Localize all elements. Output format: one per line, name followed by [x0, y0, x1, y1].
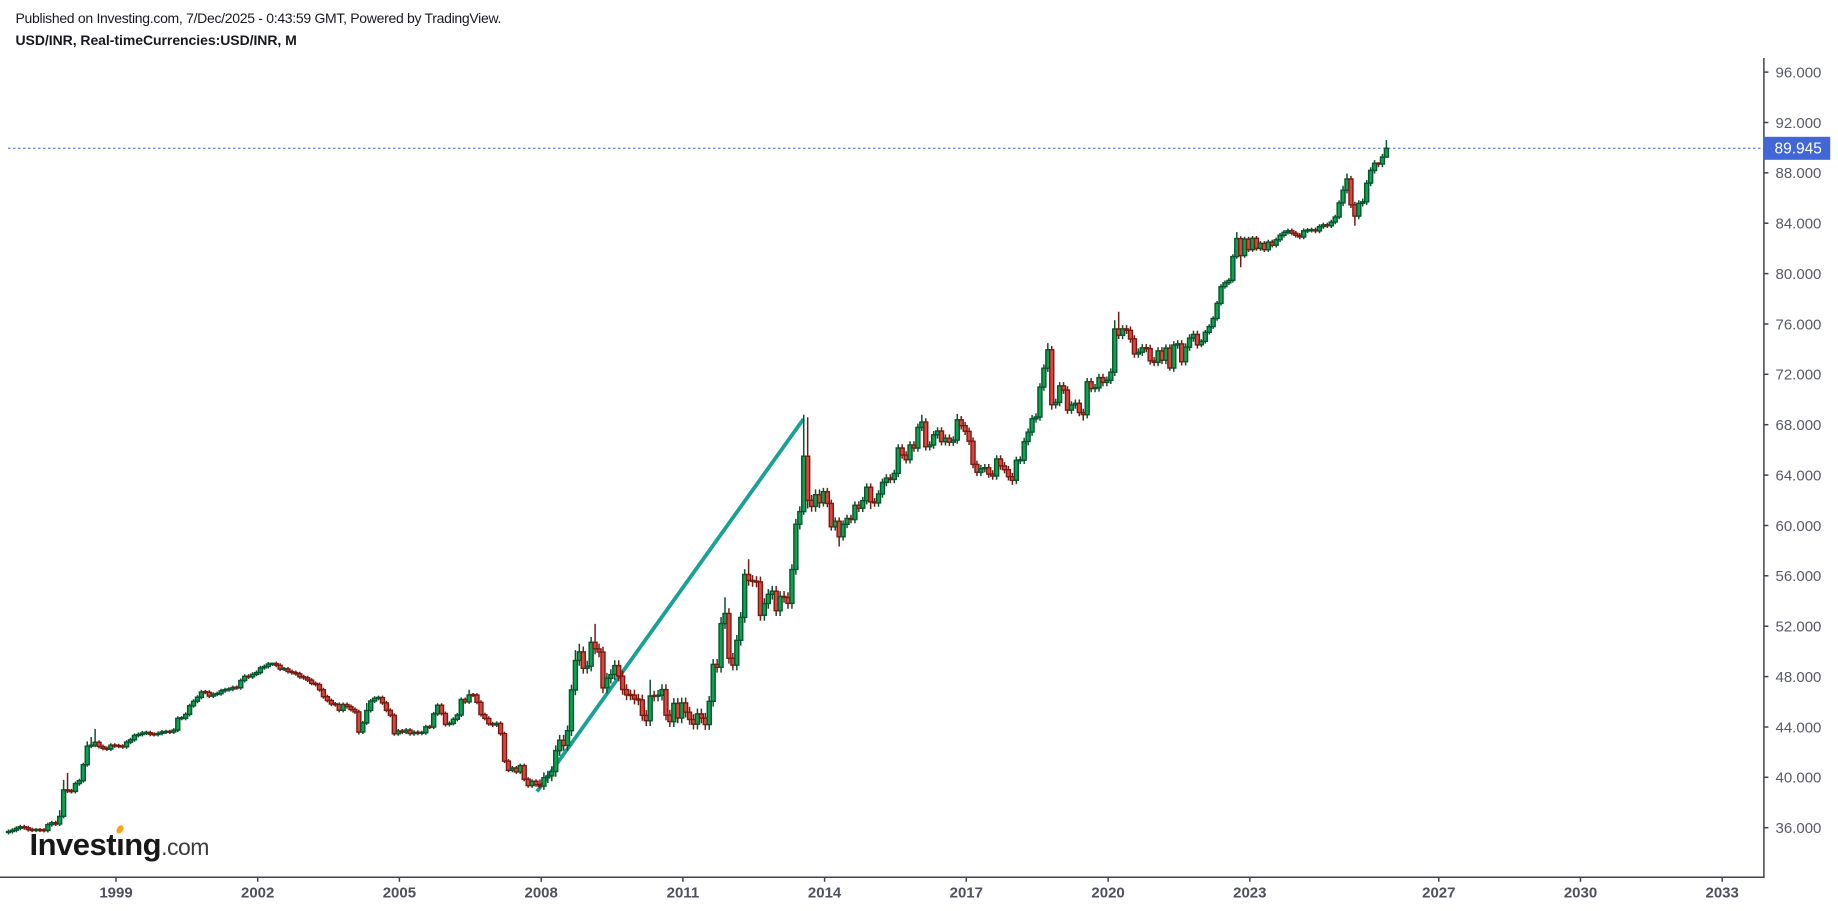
- svg-text:36.000: 36.000: [1776, 820, 1822, 837]
- svg-text:2027: 2027: [1422, 885, 1455, 902]
- svg-text:1999: 1999: [99, 885, 132, 902]
- svg-text:2020: 2020: [1091, 885, 1124, 902]
- svg-text:2002: 2002: [241, 885, 274, 902]
- svg-text:2023: 2023: [1233, 885, 1266, 902]
- svg-text:44.000: 44.000: [1776, 719, 1822, 736]
- svg-text:64.000: 64.000: [1776, 467, 1822, 484]
- svg-text:92.000: 92.000: [1776, 115, 1822, 132]
- svg-text:60.000: 60.000: [1776, 518, 1822, 535]
- svg-text:40.000: 40.000: [1776, 770, 1822, 787]
- svg-text:76.000: 76.000: [1776, 316, 1822, 333]
- svg-text:2017: 2017: [950, 885, 983, 902]
- svg-text:2008: 2008: [525, 885, 558, 902]
- svg-text:84.000: 84.000: [1776, 216, 1822, 233]
- svg-text:89.945: 89.945: [1775, 141, 1822, 158]
- svg-text:96.000: 96.000: [1776, 64, 1822, 81]
- svg-text:68.000: 68.000: [1776, 417, 1822, 434]
- svg-text:72.000: 72.000: [1776, 367, 1822, 384]
- svg-text:80.000: 80.000: [1776, 266, 1822, 283]
- svg-text:2033: 2033: [1706, 885, 1739, 902]
- svg-text:2005: 2005: [383, 885, 416, 902]
- svg-text:52.000: 52.000: [1776, 619, 1822, 636]
- svg-text:2014: 2014: [808, 885, 842, 902]
- svg-text:48.000: 48.000: [1776, 669, 1822, 686]
- svg-text:88.000: 88.000: [1776, 165, 1822, 182]
- svg-text:56.000: 56.000: [1776, 568, 1822, 585]
- svg-text:2011: 2011: [667, 885, 700, 902]
- svg-text:2030: 2030: [1564, 885, 1597, 902]
